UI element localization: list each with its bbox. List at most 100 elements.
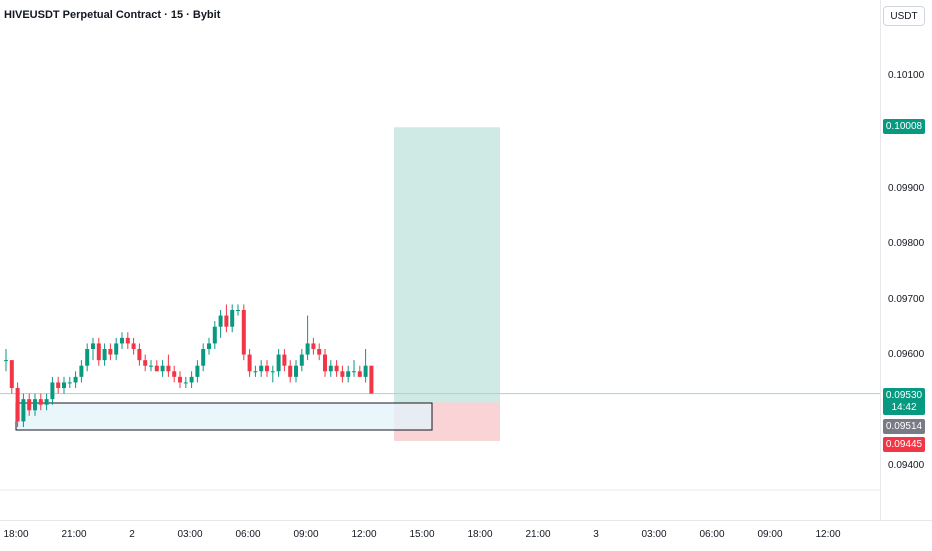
candle-body [294, 365, 298, 377]
demand-zone-rectangle[interactable] [15, 402, 433, 431]
candle-body [137, 349, 142, 361]
candle-body [270, 371, 275, 373]
candle-body [299, 354, 304, 366]
candle [195, 360, 200, 383]
candle [56, 376, 61, 394]
candle-body [9, 360, 14, 388]
candle-body [236, 310, 240, 311]
currency-selector[interactable]: USDT [883, 6, 925, 26]
candle [352, 360, 356, 377]
candle-body [241, 310, 246, 355]
candle-body [172, 371, 177, 377]
candle [270, 365, 275, 383]
candle-body [189, 376, 194, 383]
price-chart[interactable] [0, 0, 880, 520]
candle-body [102, 349, 107, 361]
candle-body [131, 343, 136, 349]
candle [323, 349, 327, 377]
candle-body [44, 399, 49, 405]
time-tick: 06:00 [699, 529, 725, 540]
time-tick: 06:00 [235, 529, 261, 540]
candle-body [62, 382, 66, 388]
candle [294, 360, 298, 383]
candle-body [67, 382, 72, 384]
price-tick-0.09900: 0.09900 [888, 183, 925, 194]
candle [288, 360, 293, 383]
candle-body [230, 310, 235, 327]
target-price-tag: 0.10008 [883, 119, 925, 134]
candle [247, 349, 252, 377]
candle-body [178, 376, 182, 383]
candle [253, 365, 258, 377]
candle [15, 382, 20, 427]
time-tick: 18:00 [3, 529, 29, 540]
candle-body [311, 343, 316, 349]
target-zone[interactable] [394, 127, 500, 403]
candle-body [73, 376, 78, 383]
candle [38, 393, 43, 411]
candle-body [149, 365, 153, 367]
candle-body [79, 365, 84, 377]
candle [311, 337, 316, 355]
candle-body [247, 354, 252, 372]
candle [33, 393, 37, 416]
candle-body [201, 349, 206, 366]
candle [282, 349, 287, 372]
candle-body [91, 343, 95, 349]
time-tick: 18:00 [467, 529, 493, 540]
candle [21, 393, 26, 427]
candle-body [328, 365, 333, 372]
candle [346, 365, 351, 383]
time-tick: 15:00 [409, 529, 435, 540]
candle-body [27, 399, 32, 411]
candle [102, 343, 107, 366]
candle-body [160, 365, 165, 372]
candle [276, 349, 281, 377]
time-tick: 2 [129, 529, 135, 540]
candle [125, 332, 130, 349]
candle-body [253, 371, 258, 373]
candle [212, 321, 217, 349]
candle-body [317, 349, 322, 355]
candle-body [4, 360, 8, 362]
candle-body [143, 360, 148, 366]
candle [27, 393, 32, 416]
candle-body [323, 354, 327, 372]
candle [207, 337, 211, 355]
candle-body [50, 382, 55, 400]
candle-body [183, 382, 188, 384]
chart-title: HIVEUSDT Perpetual Contract · 15 · Bybit [4, 9, 221, 21]
candle [4, 349, 8, 372]
candle-body [340, 371, 345, 377]
candle-body [212, 326, 217, 344]
candle [259, 360, 264, 377]
candle-body [357, 371, 362, 377]
candle [131, 337, 136, 355]
candle-body [38, 399, 43, 405]
candle-body [282, 354, 287, 366]
last-price-tag: 0.09530 [883, 388, 925, 403]
candle [236, 304, 240, 316]
candle [328, 360, 333, 377]
candle-body [15, 388, 20, 422]
price-axis[interactable] [880, 0, 932, 520]
candle [44, 393, 49, 411]
candle [166, 354, 171, 377]
candle [149, 360, 153, 372]
candle-body [125, 337, 130, 344]
candle-body [288, 365, 293, 377]
candle-body [166, 365, 171, 372]
candle-body [218, 315, 223, 327]
price-tick-0.10100: 0.10100 [888, 70, 925, 81]
candle [230, 304, 235, 333]
candle-body [154, 365, 159, 372]
candle-body [369, 365, 374, 394]
candle [91, 337, 95, 361]
candle [218, 310, 223, 338]
time-axis[interactable] [0, 520, 932, 551]
candle-body [85, 349, 90, 366]
candle [50, 376, 55, 405]
candle-body [207, 343, 211, 349]
candle-body [363, 365, 368, 377]
candle [369, 365, 374, 394]
